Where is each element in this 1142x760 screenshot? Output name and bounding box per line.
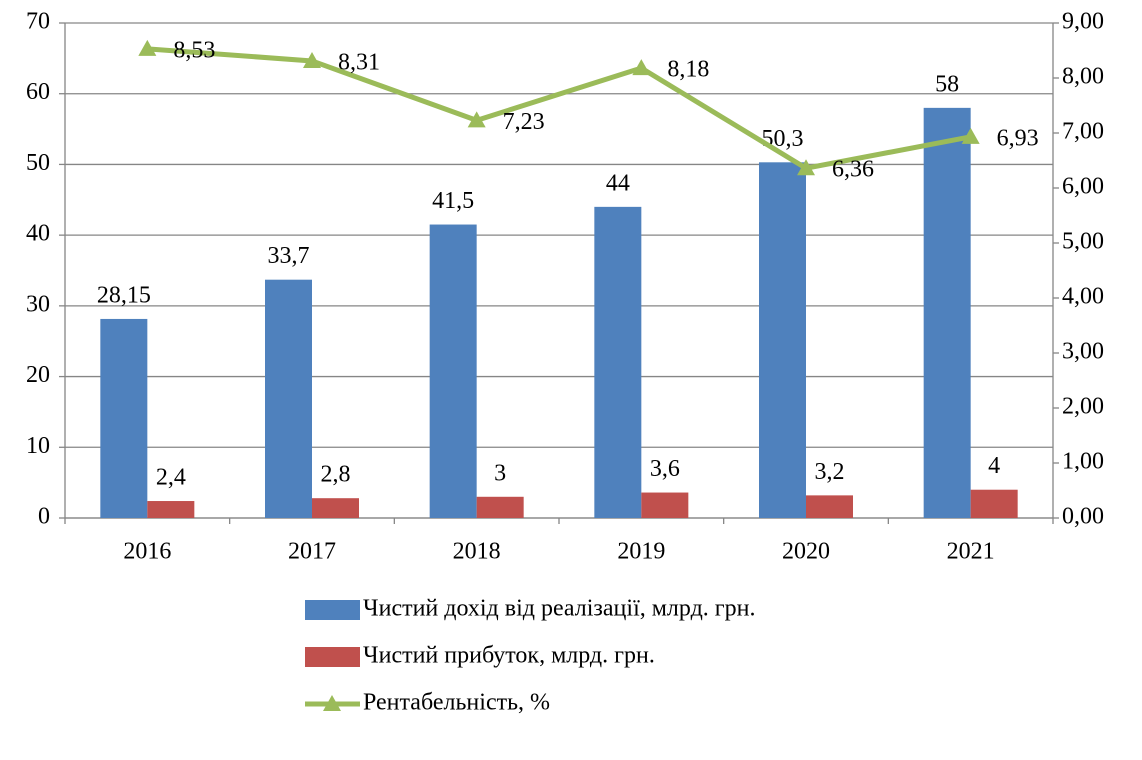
bar	[100, 318, 148, 518]
bar-value-label: 41,5	[432, 188, 474, 214]
bar	[759, 162, 806, 519]
y2-tick-label: 6,00	[1062, 174, 1104, 200]
y-tick-label: 40	[26, 221, 50, 247]
line-value-label: 8,53	[173, 37, 215, 63]
y2-tick-label: 2,00	[1062, 394, 1104, 420]
bar	[476, 496, 524, 518]
bar-value-label: 58	[935, 71, 959, 97]
line-value-label: 8,18	[667, 57, 709, 83]
bar-value-label: 33,7	[268, 243, 310, 269]
bar	[265, 279, 312, 518]
bar-value-label: 3	[494, 460, 506, 486]
y-tick-label: 0	[38, 504, 50, 530]
bar-value-label: 50,3	[762, 126, 804, 152]
line-value-label: 6,93	[997, 125, 1039, 151]
x-tick-label: 2016	[123, 539, 171, 565]
bar	[147, 501, 195, 518]
y2-tick-label: 4,00	[1062, 284, 1104, 310]
bar	[641, 492, 689, 518]
bar	[429, 224, 477, 519]
y2-tick-label: 5,00	[1062, 229, 1104, 255]
bar-value-label: 2,4	[156, 465, 186, 491]
bar	[806, 495, 853, 518]
y-tick-label: 70	[26, 9, 50, 35]
line-marker	[632, 59, 651, 76]
line-marker	[467, 111, 486, 128]
x-tick-label: 2020	[782, 539, 830, 565]
legend-label: Чистий дохід від реалізації, млрд. грн.	[363, 596, 755, 622]
x-tick-label: 2017	[288, 539, 336, 565]
y2-tick-label: 1,00	[1062, 449, 1104, 475]
bar-value-label: 28,15	[97, 282, 151, 308]
line-value-label: 7,23	[503, 109, 545, 135]
bar-value-label: 3,6	[650, 456, 680, 482]
y2-tick-label: 7,00	[1062, 119, 1104, 145]
line-value-label: 6,36	[832, 157, 874, 183]
x-tick-label: 2021	[947, 539, 995, 565]
legend-swatch	[305, 600, 360, 620]
line-value-label: 8,31	[338, 49, 380, 75]
bar	[923, 107, 971, 518]
y-tick-label: 10	[26, 433, 50, 459]
bar	[594, 206, 642, 518]
y2-tick-label: 0,00	[1062, 504, 1104, 530]
y2-tick-label: 9,00	[1062, 9, 1104, 35]
legend-label: Чистий прибуток, млрд. грн.	[363, 643, 655, 669]
legend-swatch	[323, 695, 341, 711]
y-tick-label: 50	[26, 150, 50, 176]
x-tick-label: 2018	[453, 539, 501, 565]
line-marker	[797, 159, 815, 176]
y-tick-label: 60	[26, 79, 50, 105]
legend-swatch	[305, 647, 360, 667]
y2-tick-label: 8,00	[1062, 64, 1104, 90]
bar	[970, 489, 1018, 518]
bar-value-label: 2,8	[321, 462, 351, 488]
x-tick-label: 2019	[617, 539, 665, 565]
legend-label: Рентабельність, %	[363, 690, 550, 716]
bar-value-label: 4	[988, 453, 1000, 479]
bar-value-label: 44	[606, 170, 630, 196]
line-marker	[303, 51, 321, 68]
line-marker	[961, 127, 980, 144]
line-series	[147, 46, 972, 171]
y-tick-label: 30	[26, 291, 50, 317]
bar-value-label: 3,2	[815, 459, 845, 485]
y-tick-label: 20	[26, 362, 50, 388]
line-marker	[138, 39, 157, 56]
y2-tick-label: 3,00	[1062, 339, 1104, 365]
bar	[312, 498, 359, 518]
